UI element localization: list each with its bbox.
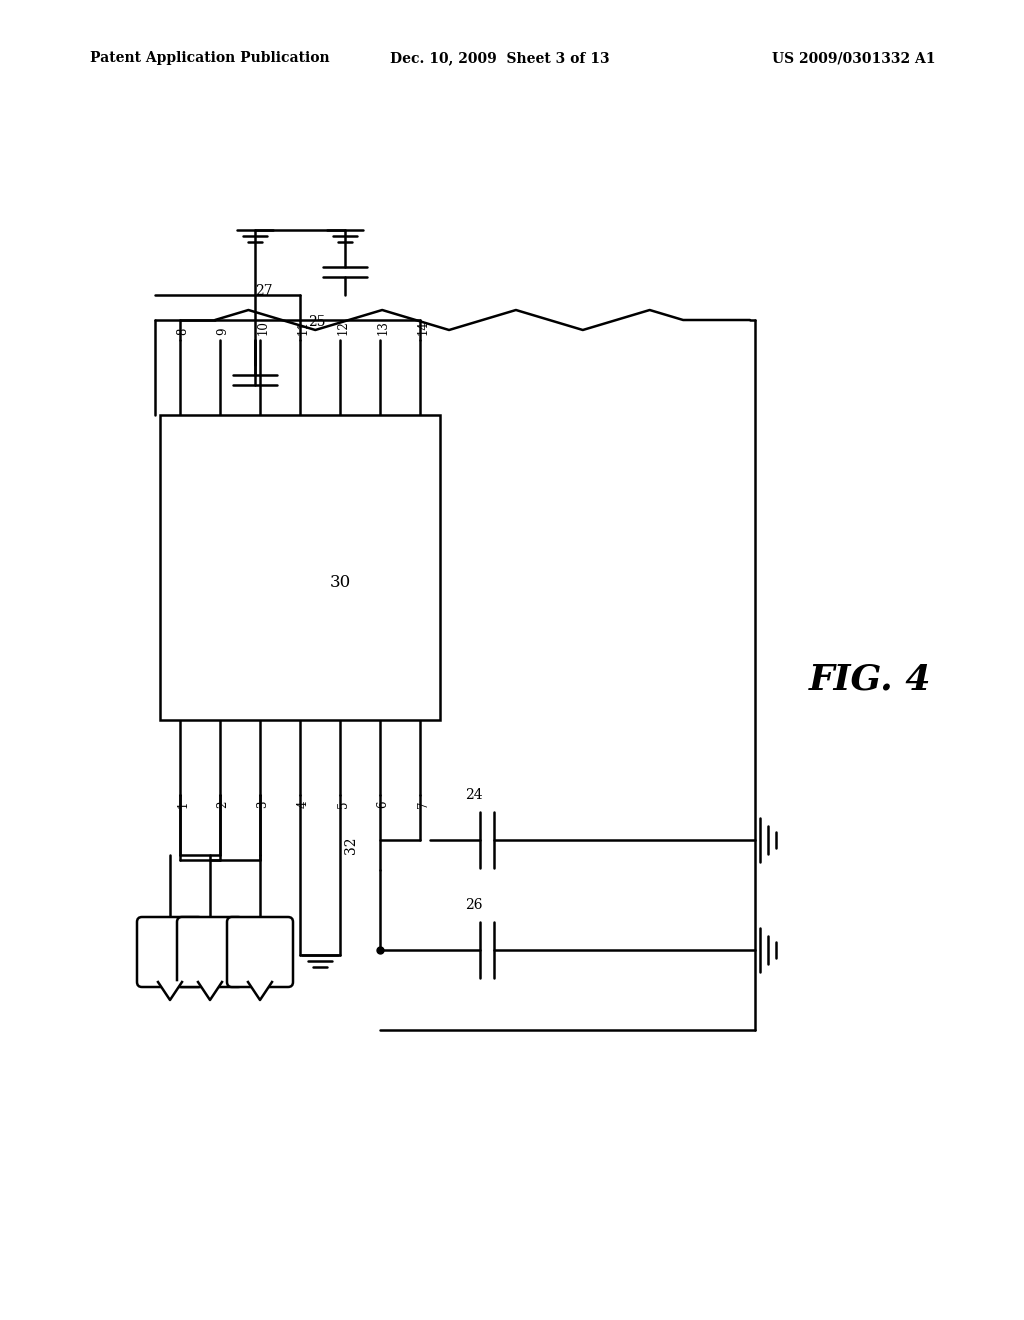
Text: 25: 25 [308,315,326,329]
Text: 4: 4 [297,801,309,808]
FancyBboxPatch shape [177,917,243,987]
FancyBboxPatch shape [227,917,293,987]
Text: 13: 13 [377,321,389,335]
Text: Dec. 10, 2009  Sheet 3 of 13: Dec. 10, 2009 Sheet 3 of 13 [390,51,609,65]
Bar [160,414,440,719]
Text: 26: 26 [465,898,482,912]
Text: 12: 12 [337,321,349,335]
Text: 10: 10 [256,321,269,335]
Text: 30: 30 [330,574,351,591]
Text: 9: 9 [216,327,229,335]
Text: 8: 8 [176,327,189,335]
Text: 32: 32 [344,837,358,854]
Text: 6: 6 [377,801,389,808]
Text: TO 29: TO 29 [255,936,265,974]
Text: 11: 11 [297,321,309,335]
Text: 3: 3 [256,801,269,808]
Text: 1: 1 [176,801,189,808]
Text: TO 19: TO 19 [165,936,175,974]
Polygon shape [248,982,272,1001]
Polygon shape [198,982,222,1001]
Text: 2: 2 [216,801,229,808]
Text: 5: 5 [337,801,349,808]
Text: 24: 24 [465,788,482,803]
Text: 27: 27 [255,284,272,298]
Text: TO 19: TO 19 [205,936,215,974]
Text: US 2009/0301332 A1: US 2009/0301332 A1 [771,51,935,65]
Text: 14: 14 [417,321,429,335]
Text: FIG. 4: FIG. 4 [809,663,931,697]
Polygon shape [158,982,182,1001]
FancyBboxPatch shape [137,917,203,987]
Text: Patent Application Publication: Patent Application Publication [90,51,330,65]
Text: 7: 7 [417,801,429,808]
